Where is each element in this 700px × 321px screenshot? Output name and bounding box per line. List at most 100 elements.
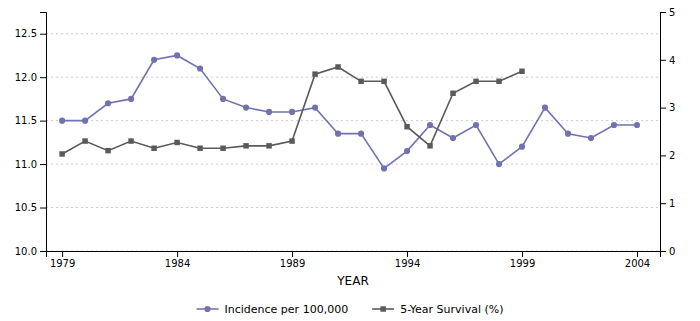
- tick-mark: [660, 12, 666, 13]
- point: [174, 140, 179, 145]
- point: [542, 105, 548, 111]
- axis-line: [40, 13, 47, 252]
- tick-label: 11.5: [15, 115, 37, 126]
- tick-label: 1999: [510, 258, 535, 269]
- point: [197, 65, 203, 71]
- point: [243, 143, 248, 148]
- point: [243, 105, 249, 111]
- point: [289, 109, 295, 115]
- point: [312, 71, 317, 76]
- tick-mark: [660, 155, 666, 156]
- tick: 1994: [395, 251, 420, 269]
- tick: 11.5: [15, 115, 46, 126]
- tick: 11.0: [15, 159, 46, 170]
- point: [59, 151, 64, 156]
- point: [220, 145, 225, 150]
- tick-label: 12.5: [15, 28, 37, 39]
- tick: 1: [660, 198, 675, 209]
- tick: 1984: [165, 251, 190, 269]
- legend-marker: [380, 306, 385, 311]
- point: [151, 145, 156, 150]
- tick-mark: [40, 34, 46, 35]
- tick-label: 2: [669, 150, 675, 161]
- point: [59, 118, 65, 124]
- tick: 0: [660, 246, 675, 257]
- point: [450, 91, 455, 96]
- tick: 10.5: [15, 202, 46, 213]
- grid: [46, 34, 660, 251]
- legend-item: 5-Year Survival (%): [372, 303, 503, 316]
- point: [634, 122, 640, 128]
- legend-label: 5-Year Survival (%): [400, 303, 503, 316]
- y2ticks-axis: 0 1 2 3 4 5: [660, 7, 675, 257]
- tick: 2: [660, 150, 675, 161]
- axis-line: [47, 252, 661, 258]
- tick-label: 10.0: [15, 246, 37, 257]
- tick-label: 10.5: [15, 202, 37, 213]
- axis-line: [661, 13, 667, 252]
- tick-label: 1994: [395, 258, 420, 269]
- tick: 12.5: [15, 28, 46, 39]
- point: [358, 131, 364, 137]
- tick-label: 11.0: [15, 159, 37, 170]
- tick-mark: [660, 203, 666, 204]
- plot-area: [59, 52, 640, 171]
- tick-label: 0: [669, 246, 675, 257]
- point: [496, 79, 501, 84]
- tick: 12.0: [15, 72, 46, 83]
- tick-mark: [660, 108, 666, 109]
- legend-label: Incidence per 100,000: [225, 303, 349, 316]
- tick-mark: [407, 251, 408, 257]
- tick-mark: [637, 251, 638, 257]
- tick-label: 1984: [165, 258, 190, 269]
- tick-label: 12.0: [15, 72, 37, 83]
- tick-label: 2004: [625, 258, 650, 269]
- point: [128, 138, 133, 143]
- tick-mark: [292, 251, 293, 257]
- point: [404, 148, 410, 154]
- point: [82, 138, 87, 143]
- point: [519, 69, 524, 74]
- grid-line: [46, 207, 660, 208]
- chart: 1979 1984 1989 1994 1999 2004 10.0 10.5 11.0 11.5…: [0, 0, 700, 321]
- point: [519, 144, 525, 150]
- tick: 10.0: [15, 246, 46, 257]
- legend-item: Incidence per 100,000: [197, 303, 349, 316]
- yticks-axis: 10.0 10.5 11.0 11.5 12.0 12.5: [15, 13, 47, 257]
- point: [266, 109, 272, 115]
- point: [174, 52, 180, 58]
- tick-mark: [660, 60, 666, 61]
- tick-mark: [40, 164, 46, 165]
- point: [289, 138, 294, 143]
- point: [82, 118, 88, 124]
- tick: 4: [660, 55, 675, 66]
- point: [404, 124, 409, 129]
- tick-mark: [40, 251, 46, 252]
- tick-label: 5: [669, 7, 675, 18]
- point: [335, 131, 341, 137]
- point: [473, 79, 478, 84]
- xticks-axis: 1979 1984 1989 1994 1999 2004: [47, 251, 661, 269]
- point: [588, 135, 594, 141]
- grid-line: [46, 120, 660, 121]
- tick-mark: [177, 251, 178, 257]
- point: [496, 161, 502, 167]
- tick-label: 3: [669, 102, 675, 113]
- tick: 5: [660, 7, 675, 18]
- point: [105, 148, 110, 153]
- point: [151, 57, 157, 63]
- tick: 1999: [510, 251, 535, 269]
- tick-label: 1979: [50, 258, 75, 269]
- point: [197, 145, 202, 150]
- point: [220, 96, 226, 102]
- tick-mark: [40, 208, 46, 209]
- point: [381, 165, 387, 171]
- series-line: [62, 67, 522, 154]
- legend: Incidence per 100,000 5-Year Survival (%): [197, 303, 504, 316]
- tick-mark: [522, 251, 523, 257]
- grid-line: [46, 33, 660, 34]
- point: [565, 131, 571, 137]
- tick: 1989: [280, 251, 305, 269]
- tick-label: 4: [669, 55, 675, 66]
- point: [105, 100, 111, 106]
